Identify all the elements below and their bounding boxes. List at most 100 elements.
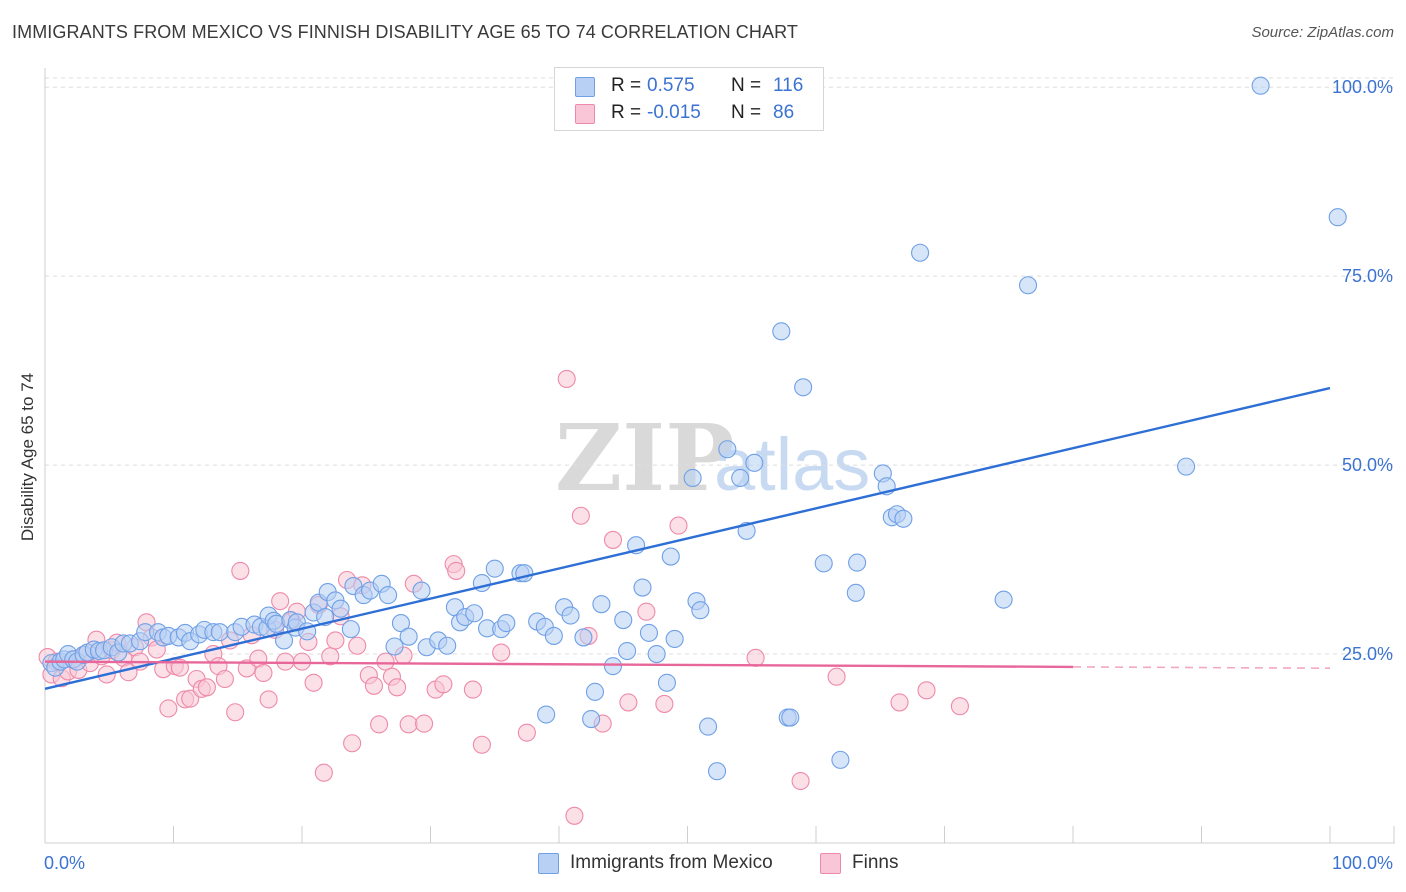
data-point-finns (746, 648, 765, 667)
data-point-mexico (639, 623, 659, 642)
data-point-finns (370, 715, 389, 734)
source-credit: Source: ZipAtlas.com (1251, 24, 1394, 41)
data-point-finns (492, 643, 511, 662)
data-point-mexico (994, 590, 1013, 609)
data-point-mexico (665, 629, 684, 648)
data-point-finns (259, 690, 278, 709)
data-point-mexico (718, 440, 737, 459)
data-point-finns (292, 652, 312, 671)
data-point-mexico (661, 547, 680, 566)
data-point-mexico (485, 559, 504, 578)
y-tick-label: 25.0% (1342, 644, 1393, 664)
data-point-finns (637, 602, 656, 621)
data-point-mexico (831, 750, 850, 769)
data-point-mexico (574, 628, 593, 647)
data-point-finns (827, 667, 846, 686)
data-point-mexico (497, 614, 516, 633)
data-point-mexico (647, 645, 666, 664)
legend-n-label: N = (731, 102, 762, 123)
data-point-mexico (438, 636, 457, 655)
data-point-finns (472, 735, 491, 754)
correlation-legend: R = 0.575 N = 116 R = -0.015 N = 86 (554, 67, 824, 131)
data-point-mexico (592, 595, 611, 614)
data-point-finns (237, 659, 256, 678)
data-point-finns (950, 697, 969, 716)
data-point-finns (890, 693, 909, 712)
data-point-finns (917, 681, 936, 700)
legend-label-finns: Finns (852, 852, 899, 873)
y-tick-label: 100.0% (1332, 77, 1393, 97)
data-point-mexico (537, 705, 556, 724)
legend-swatch-mexico (575, 77, 595, 97)
x-tick-label: 100.0% (1332, 853, 1393, 873)
data-point-finns (434, 675, 453, 694)
data-point-finns (557, 369, 576, 389)
data-point-mexico (399, 627, 418, 646)
data-point-mexico (691, 601, 710, 620)
data-point-finns (603, 530, 623, 549)
data-point-finns (254, 663, 273, 683)
data-point-mexico (781, 708, 800, 727)
chart-title: IMMIGRANTS FROM MEXICO VS FINNISH DISABI… (12, 22, 798, 42)
data-point-finns (314, 763, 333, 782)
data-point-mexico (603, 657, 623, 676)
watermark-atlas: atlas (714, 423, 870, 506)
data-point-mexico (391, 614, 410, 633)
data-point-mexico (846, 583, 865, 602)
legend-swatch-finns (575, 104, 595, 124)
data-point-mexico (731, 468, 750, 488)
data-point-mexico (708, 762, 727, 781)
data-point-mexico (210, 623, 229, 642)
series-mexico (42, 76, 1347, 781)
data-point-mexico (772, 322, 791, 341)
data-point-finns (399, 715, 418, 734)
legend-n-value: 86 (773, 102, 795, 123)
data-point-mexico (1251, 76, 1270, 95)
x-tick-label: 0.0% (44, 853, 85, 873)
y-tick-label: 50.0% (1342, 455, 1393, 475)
trend-line-finns (44, 660, 1074, 669)
data-point-mexico (385, 637, 404, 656)
data-point-mexico (633, 578, 652, 597)
data-point-mexico (911, 243, 930, 262)
data-point-mexico (1018, 276, 1038, 295)
data-point-mexico (614, 610, 633, 630)
data-point-finns (791, 771, 810, 791)
data-point-finns (517, 723, 536, 742)
data-point-mexico (331, 599, 350, 618)
data-point-finns (364, 676, 384, 695)
data-point-finns (669, 516, 688, 535)
data-point-finns (463, 680, 482, 699)
data-point-finns (326, 631, 345, 650)
data-point-mexico (618, 641, 637, 661)
data-point-finns (447, 561, 466, 580)
data-point-mexico (699, 717, 718, 736)
data-point-mexico (848, 553, 867, 572)
data-point-finns (181, 689, 200, 708)
data-point-finns (655, 694, 674, 713)
data-point-mexico (561, 606, 580, 625)
data-point-mexico (1177, 457, 1196, 476)
data-point-mexico (544, 626, 563, 645)
data-point-finns (159, 699, 178, 718)
legend-swatch-finns (820, 853, 841, 874)
data-point-finns (415, 714, 434, 733)
data-point-mexico (379, 586, 398, 605)
data-point-mexico (465, 604, 484, 623)
legend-r-label: R = (611, 75, 642, 96)
data-point-finns (619, 693, 638, 712)
data-point-finns (376, 652, 395, 671)
data-point-finns (271, 592, 290, 611)
data-point-finns (348, 636, 367, 655)
data-point-finns (197, 678, 216, 697)
data-point-mexico (657, 673, 676, 692)
legend-n-label: N = (731, 75, 762, 96)
data-point-mexico (794, 378, 813, 397)
y-tick-label: 75.0% (1342, 266, 1393, 286)
trend-line-finns-extension (1072, 666, 1331, 670)
data-point-mexico (582, 710, 601, 729)
data-point-finns (565, 806, 584, 825)
legend-r-value: -0.015 (647, 102, 701, 123)
legend-n-value: 116 (773, 75, 804, 96)
